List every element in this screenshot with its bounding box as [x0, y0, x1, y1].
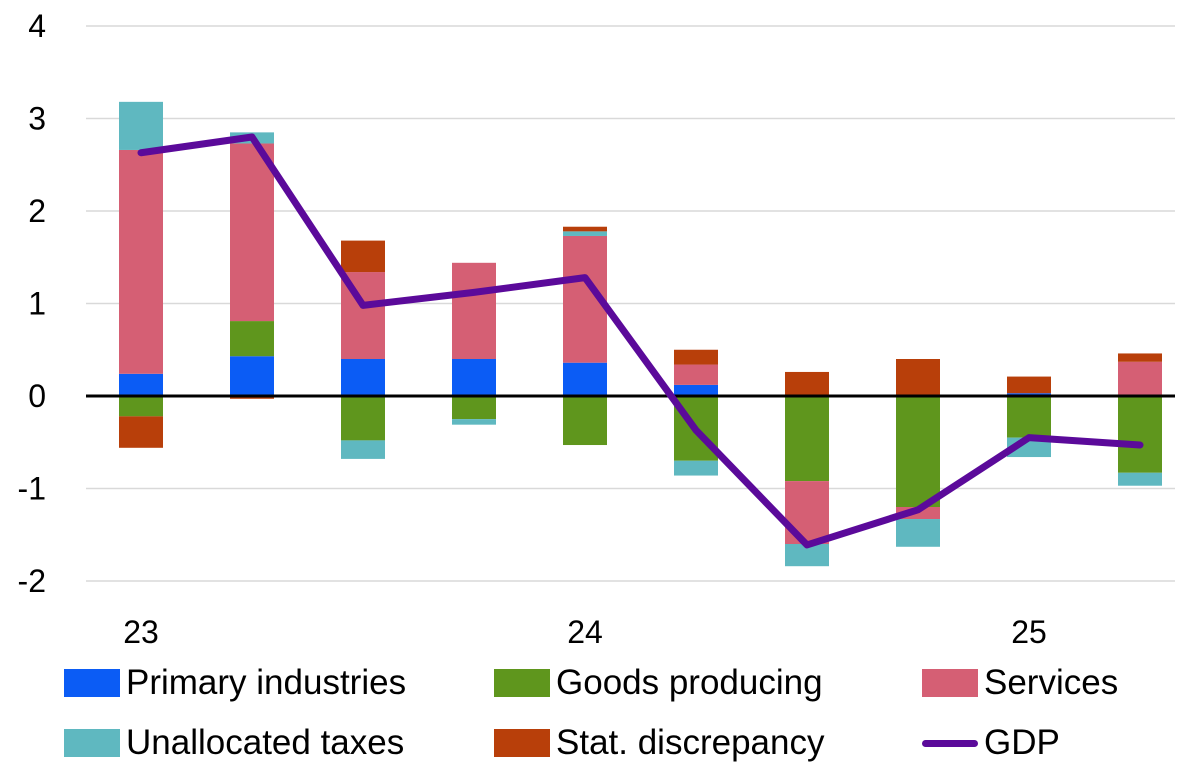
legend-swatch-gdp: [922, 739, 978, 747]
y-tick-label: 4: [28, 8, 46, 44]
bar-stat-discrepancy: [1118, 353, 1162, 362]
gdp-line: [137, 133, 1144, 549]
bar-unallocated-taxes: [896, 519, 940, 547]
legend-item-stat-discrepancy: Stat. discrepancy: [494, 718, 824, 768]
bar-unallocated-taxes: [563, 231, 607, 236]
bar-unallocated-taxes: [1118, 472, 1162, 486]
x-tick-label: 23: [123, 614, 159, 650]
legend-item-services: Services: [922, 658, 1118, 708]
legend-item-goods-producing: Goods producing: [494, 658, 823, 708]
bar-goods-producing: [563, 396, 607, 446]
legend-label-goods-producing: Goods producing: [556, 663, 823, 702]
legend: Primary industries Goods producing Servi…: [0, 650, 1191, 764]
legend-swatch-unallocated-taxes: [64, 729, 120, 757]
bar-unallocated-taxes: [674, 460, 718, 476]
legend-item-gdp: GDP: [922, 718, 1060, 768]
y-axis-ticks: 4 3 2 1 0 -1 -2: [18, 8, 46, 599]
legend-label-stat-discrepancy: Stat. discrepancy: [556, 723, 825, 762]
bar-stat-discrepancy: [563, 226, 607, 232]
bar-unallocated-taxes: [785, 544, 829, 567]
bar-stat-discrepancy: [341, 240, 385, 273]
bar-primary-industries: [341, 359, 385, 396]
y-tick-label: 3: [28, 101, 46, 137]
bar-services: [119, 149, 163, 374]
legend-swatch-primary-industries: [64, 669, 120, 697]
bar-primary-industries: [452, 359, 496, 396]
bar-services: [1118, 361, 1162, 396]
bar-primary-industries: [230, 356, 274, 396]
legend-swatch-goods-producing: [494, 669, 550, 697]
bar-goods-producing: [896, 396, 940, 507]
bar-stat-discrepancy: [785, 371, 829, 396]
bar-goods-producing: [341, 396, 385, 441]
x-tick-label: 25: [1011, 614, 1047, 650]
bar-unallocated-taxes: [341, 440, 385, 459]
bar-services: [674, 364, 718, 385]
legend-swatch-stat-discrepancy: [494, 729, 550, 757]
y-tick-label: -1: [18, 471, 46, 507]
bar-services: [785, 481, 829, 544]
y-tick-label: 2: [28, 193, 46, 229]
bar-goods-producing: [1118, 396, 1162, 473]
bar-primary-industries: [119, 373, 163, 396]
bar-stat-discrepancy: [1007, 376, 1051, 394]
bar-unallocated-taxes: [119, 101, 163, 150]
bar-primary-industries: [563, 362, 607, 396]
legend-swatch-services: [922, 669, 978, 697]
y-tick-label: 0: [28, 378, 46, 414]
legend-label-gdp: GDP: [984, 723, 1060, 762]
x-tick-label: 24: [567, 614, 603, 650]
legend-label-primary-industries: Primary industries: [126, 663, 407, 702]
legend-label-services: Services: [984, 663, 1119, 702]
bar-stat-discrepancy: [119, 416, 163, 448]
bar-goods-producing: [785, 396, 829, 482]
gdp-line-group: [137, 133, 1144, 549]
bar-goods-producing: [452, 396, 496, 420]
bar-stat-discrepancy: [896, 359, 940, 396]
chart: 4 3 2 1 0 -1 -2 23 24 25: [18, 8, 1175, 650]
legend-label-unallocated-taxes: Unallocated taxes: [126, 723, 405, 762]
x-axis-ticks: 23 24 25: [123, 614, 1047, 650]
bar-stat-discrepancy: [674, 349, 718, 365]
bar-primary-industries: [674, 384, 718, 396]
legend-item-unallocated-taxes: Unallocated taxes: [64, 718, 404, 768]
bar-services: [230, 143, 274, 322]
legend-item-primary-industries: Primary industries: [64, 658, 406, 708]
bar-goods-producing: [119, 396, 163, 417]
y-tick-label: -2: [18, 563, 46, 599]
bars: [119, 101, 1162, 567]
y-tick-label: 1: [28, 286, 46, 322]
bar-unallocated-taxes: [452, 419, 496, 425]
bar-goods-producing: [230, 321, 274, 357]
bar-goods-producing: [1007, 396, 1051, 438]
bar-services: [452, 262, 496, 359]
